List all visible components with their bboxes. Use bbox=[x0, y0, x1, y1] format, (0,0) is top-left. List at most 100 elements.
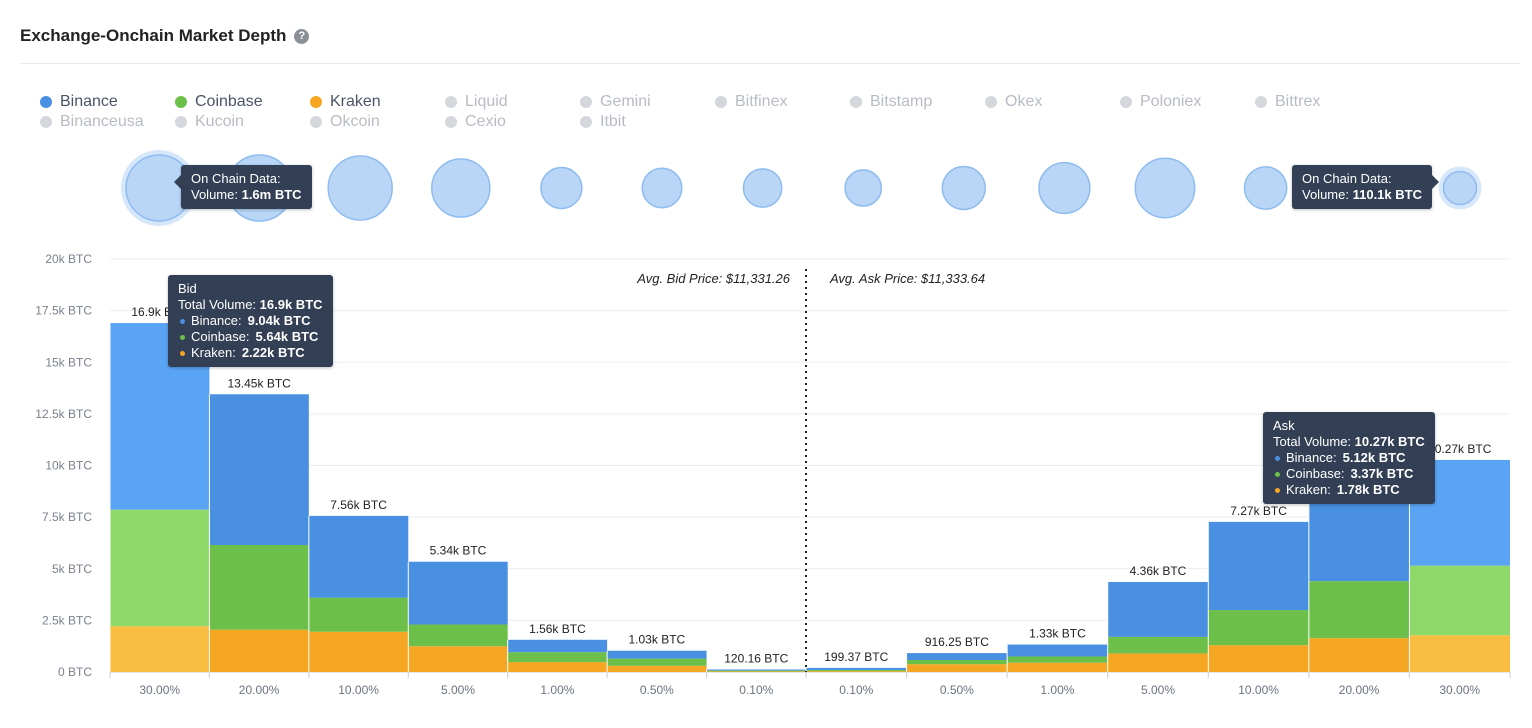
bar-coinbase bbox=[706, 670, 806, 672]
legend-item-bitstamp[interactable]: Bitstamp bbox=[850, 93, 932, 111]
legend-item-okex[interactable]: Okex bbox=[985, 93, 1042, 111]
tooltip-row: Kraken: 1.78k BTC bbox=[1273, 482, 1425, 498]
tooltip-title: Ask bbox=[1273, 418, 1295, 433]
y-tick-label: 12.5k BTC bbox=[35, 407, 92, 421]
legend-item-liquid[interactable]: Liquid bbox=[445, 93, 508, 111]
y-tick-label: 7.5k BTC bbox=[42, 510, 92, 524]
legend-item-poloniex[interactable]: Poloniex bbox=[1120, 93, 1201, 111]
legend-item-kucoin[interactable]: Kucoin bbox=[175, 113, 244, 131]
bar-coinbase bbox=[209, 545, 309, 630]
bar-total-label: 1.03k BTC bbox=[629, 633, 686, 647]
bar-total-label: 5.34k BTC bbox=[430, 544, 487, 558]
bar-kraken bbox=[1007, 662, 1108, 672]
legend-dot bbox=[310, 116, 322, 128]
onchain-bubble bbox=[844, 169, 883, 207]
bar-kraken bbox=[706, 671, 806, 672]
legend-dot bbox=[310, 96, 322, 108]
x-tick-label: 5.00% bbox=[441, 683, 475, 697]
y-tick-label: 10k BTC bbox=[45, 459, 92, 473]
legend-item-cexio[interactable]: Cexio bbox=[445, 113, 506, 131]
legend-dot bbox=[40, 116, 52, 128]
bar-coinbase bbox=[1107, 636, 1209, 654]
y-tick-label: 17.5k BTC bbox=[35, 304, 92, 318]
legend-dot bbox=[580, 116, 592, 128]
legend-dot bbox=[445, 116, 457, 128]
onchain-bubble bbox=[742, 168, 783, 208]
legend-item-bitfinex[interactable]: Bitfinex bbox=[715, 93, 787, 111]
bid-tooltip: Bid Total Volume: 16.9k BTC Binance: 9.04k… bbox=[168, 275, 333, 367]
bar-binance bbox=[507, 639, 608, 653]
legend-item-coinbase[interactable]: Coinbase bbox=[175, 93, 263, 111]
bar-kraken bbox=[308, 631, 409, 672]
x-tick-label: 20.00% bbox=[1339, 683, 1380, 697]
bar-coinbase bbox=[1208, 610, 1309, 646]
legend-label: Okex bbox=[1005, 93, 1043, 110]
legend-item-binanceusa[interactable]: Binanceusa bbox=[40, 113, 144, 131]
page-title: Exchange-Onchain Market Depth bbox=[20, 26, 287, 45]
bar-coinbase bbox=[806, 669, 907, 672]
bar-kraken bbox=[408, 646, 508, 672]
bar-coinbase bbox=[1007, 656, 1108, 663]
onchain-bubble bbox=[540, 166, 583, 210]
legend-item-kraken[interactable]: Kraken bbox=[310, 93, 381, 111]
bar-coinbase bbox=[1409, 565, 1510, 636]
x-tick-label: 5.00% bbox=[1141, 683, 1175, 697]
tooltip-arrow bbox=[1431, 175, 1439, 189]
legend-label: Bittrex bbox=[1275, 93, 1321, 110]
onchain-bubble bbox=[1243, 166, 1288, 210]
bar-kraken bbox=[1409, 635, 1510, 672]
legend-item-okcoin[interactable]: Okcoin bbox=[310, 113, 380, 131]
legend-item-bittrex[interactable]: Bittrex bbox=[1255, 93, 1320, 111]
tooltip-line: Volume: 110.1k BTC bbox=[1302, 187, 1422, 202]
onchain-bubble bbox=[941, 165, 986, 211]
bar-kraken bbox=[110, 626, 210, 672]
tooltip-row: Coinbase: 3.37k BTC bbox=[1273, 466, 1425, 482]
ask-tooltip: Ask Total Volume: 10.27k BTC Binance: 5.12… bbox=[1263, 412, 1435, 504]
onchain-bubble bbox=[1134, 157, 1196, 219]
bar-coinbase bbox=[110, 509, 210, 627]
tooltip-total: Total Volume: 10.27k BTC bbox=[1273, 434, 1425, 449]
bar-coinbase bbox=[408, 624, 508, 647]
x-tick-label: 0.50% bbox=[640, 683, 674, 697]
tooltip-arrow bbox=[174, 175, 181, 189]
legend-dot bbox=[580, 96, 592, 108]
bar-total-label: 1.56k BTC bbox=[529, 622, 586, 636]
x-tick-label: 10.00% bbox=[338, 683, 379, 697]
legend-label: Cexio bbox=[465, 113, 506, 130]
legend-item-gemini[interactable]: Gemini bbox=[580, 93, 651, 111]
bar-total-label: 916.25 BTC bbox=[925, 635, 989, 649]
onchain-bubble bbox=[1442, 170, 1478, 206]
header-divider bbox=[20, 63, 1520, 64]
legend-label: Poloniex bbox=[1140, 93, 1202, 110]
legend-item-binance[interactable]: Binance bbox=[40, 93, 118, 111]
legend-label: Kucoin bbox=[195, 113, 244, 130]
tooltip-title: Bid bbox=[178, 281, 197, 296]
tooltip-line: On Chain Data: bbox=[191, 171, 281, 186]
bar-kraken bbox=[507, 662, 608, 672]
legend-dot bbox=[175, 96, 187, 108]
avg-ask-label: Avg. Ask Price: $11,333.64 bbox=[829, 271, 985, 286]
bar-kraken bbox=[209, 629, 309, 672]
tooltip-row: Coinbase: 5.64k BTC bbox=[178, 329, 323, 345]
legend-dot bbox=[40, 96, 52, 108]
bar-total-label: 7.56k BTC bbox=[330, 498, 387, 512]
x-tick-label: 20.00% bbox=[239, 683, 280, 697]
bar-binance bbox=[906, 653, 1008, 661]
bar-binance bbox=[1007, 644, 1108, 657]
question-icon[interactable]: ? bbox=[294, 28, 310, 44]
bar-kraken bbox=[1308, 638, 1410, 672]
onchain-bubble bbox=[431, 158, 491, 218]
bar-binance bbox=[706, 669, 806, 671]
bar-binance bbox=[209, 394, 309, 546]
x-tick-label: 1.00% bbox=[1040, 683, 1074, 697]
legend-item-itbit[interactable]: Itbit bbox=[580, 113, 626, 131]
tooltip-line: Volume: 1.6m BTC bbox=[191, 187, 302, 202]
x-tick-label: 0.10% bbox=[839, 683, 873, 697]
legend-label: Bitstamp bbox=[870, 93, 933, 110]
bar-binance bbox=[1107, 581, 1209, 637]
title-row: Exchange-Onchain Market Depth ? bbox=[20, 26, 310, 46]
legend-label: Itbit bbox=[600, 113, 626, 130]
bar-coinbase bbox=[1308, 581, 1410, 639]
bar-total-label: 1.33k BTC bbox=[1029, 627, 1086, 641]
